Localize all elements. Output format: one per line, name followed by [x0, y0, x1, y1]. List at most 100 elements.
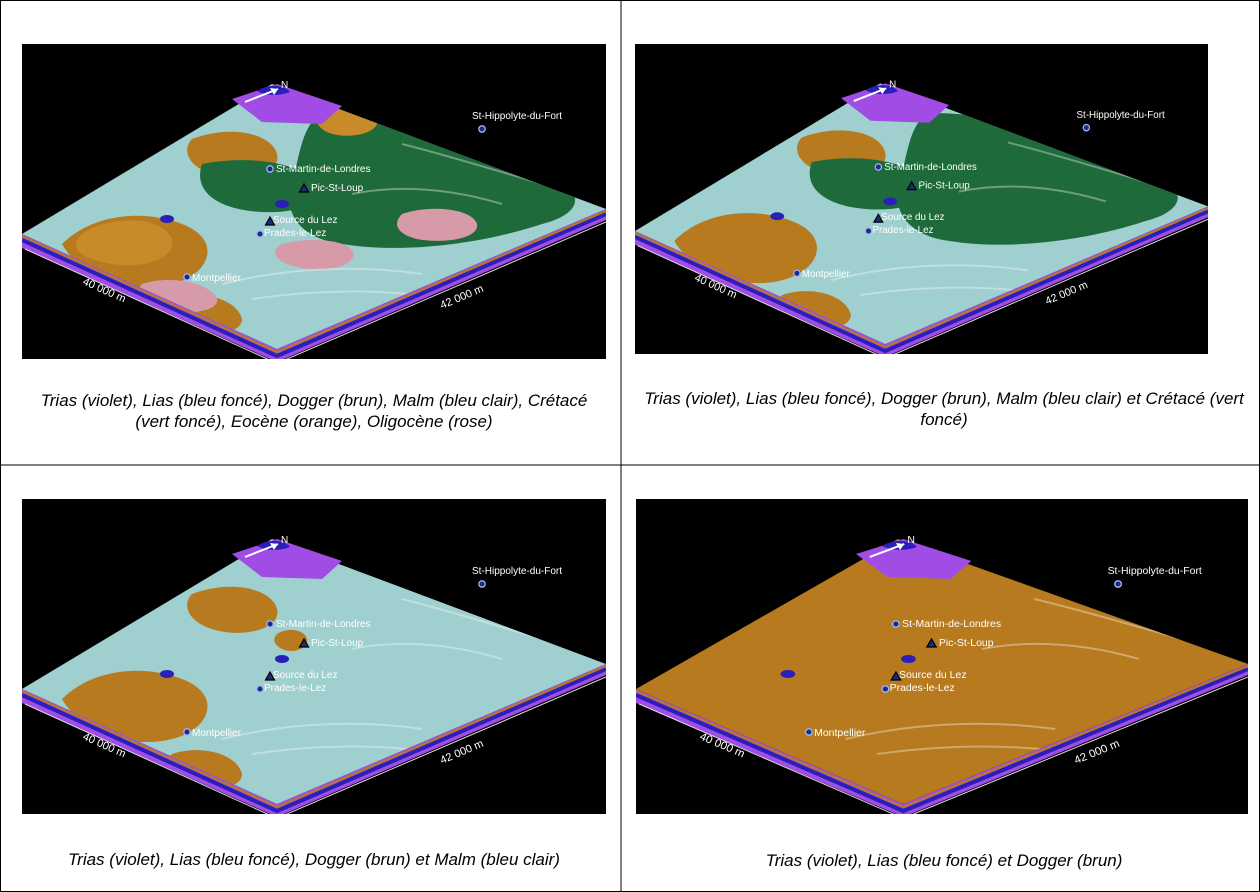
label-source-lez: Source du Lez — [273, 215, 338, 226]
relief-ridge — [401, 143, 543, 185]
lias-inlier — [883, 197, 897, 206]
place-marker-icon — [874, 163, 883, 171]
lias-inlier — [275, 655, 289, 663]
relief-ridge — [1033, 598, 1182, 640]
label-prades: Prades-le-Lez — [264, 228, 326, 239]
label-source-lez: Source du Lez — [899, 670, 967, 681]
block-diagram-4: N St-Hippolyte-du-Fort St-Martin-de-Londre… — [636, 535, 1248, 814]
relief-ridge — [830, 264, 1028, 282]
block-diagram-1: N St-Hippolyte-du-Fort St-Martin-de-Londre… — [22, 80, 606, 359]
cretace-outcrop — [200, 160, 324, 213]
place-marker-icon — [1082, 123, 1091, 132]
relief-ridge — [1007, 141, 1146, 183]
block-top-surface — [636, 539, 1248, 804]
trias-outcrop — [856, 539, 972, 579]
relief-ridge — [845, 722, 1056, 740]
scale-line-left — [24, 248, 269, 359]
lias-band — [635, 209, 1208, 354]
scale-line-left — [24, 703, 269, 814]
scale-line-right — [912, 676, 1248, 814]
summit-marker-icon — [906, 180, 918, 191]
summit-marker-icon — [298, 637, 310, 648]
label-st-martin: St-Martin-de-Londres — [884, 162, 977, 173]
dogger-band — [635, 207, 1208, 349]
lias-inlier — [275, 200, 289, 208]
lias-inlier — [160, 670, 174, 678]
label-montpellier: Montpellier — [814, 728, 866, 739]
scale-line-right — [285, 221, 606, 359]
place-marker-icon — [478, 125, 486, 133]
trias-outcrop — [841, 83, 949, 123]
relief-ridge — [351, 187, 503, 205]
caption-panel-1: Trias (violet), Lias (bleu foncé), Dogge… — [40, 391, 588, 431]
scale-line-right — [285, 676, 606, 814]
caption-panel-4: Trias (violet), Lias (bleu foncé) et Dog… — [765, 851, 1123, 870]
label-st-martin: St-Martin-de-Londres — [276, 164, 370, 175]
summit-marker-icon — [872, 213, 884, 223]
caption-panel-3: Trias (violet), Lias (bleu foncé), Dogge… — [68, 850, 560, 869]
place-marker-icon — [478, 580, 486, 588]
north-label: N — [281, 80, 288, 91]
trias-outcrop — [232, 84, 342, 124]
label-source-lez: Source du Lez — [881, 212, 944, 223]
map-panel-4: N St-Hippolyte-du-Fort St-Martin-de-Londre… — [636, 499, 1248, 814]
relief-ridge — [221, 722, 423, 740]
label-pic-st-loup: Pic-St-Loup — [939, 638, 994, 649]
summit-marker-icon — [890, 670, 902, 681]
lias-inlier — [780, 670, 796, 678]
dogger-band — [22, 665, 606, 809]
lias-inlier — [160, 215, 174, 223]
label-st-martin: St-Martin-de-Londres — [902, 619, 1001, 630]
label-prades: Prades-le-Lez — [872, 225, 933, 236]
place-marker-icon — [183, 728, 191, 736]
label-montpellier: Montpellier — [192, 273, 242, 284]
scale-line-right — [893, 218, 1208, 354]
label-prades: Prades-le-Lez — [890, 683, 955, 694]
relief-ridge — [981, 642, 1140, 660]
label-st-hippolyte: St-Hippolyte-du-Fort — [1077, 110, 1165, 121]
summit-marker-icon — [264, 215, 276, 226]
oligocene-outcrop — [275, 239, 354, 270]
cretace-outcrop — [897, 112, 1178, 245]
place-marker-icon — [256, 230, 264, 238]
label-st-martin: St-Martin-de-Londres — [276, 619, 370, 630]
place-marker-icon — [1114, 580, 1123, 588]
map-panel-1: N St-Hippolyte-du-Fort St-Martin-de-Londre… — [22, 44, 606, 359]
label-pic-st-loup: Pic-St-Loup — [919, 181, 971, 192]
lias-band — [22, 667, 606, 814]
place-marker-icon — [183, 273, 191, 281]
trias-outcrop — [232, 539, 342, 579]
dogger-band — [636, 665, 1248, 809]
label-st-hippolyte: St-Hippolyte-du-Fort — [1108, 566, 1202, 577]
label-montpellier: Montpellier — [802, 269, 851, 280]
place-marker-icon — [266, 620, 274, 628]
cretace-outcrop — [809, 158, 932, 210]
place-marker-icon — [793, 269, 801, 278]
summit-marker-icon — [264, 670, 276, 681]
relief-ridge — [221, 267, 423, 285]
north-label: N — [281, 535, 288, 546]
summit-marker-icon — [298, 182, 310, 193]
place-marker-icon — [864, 227, 873, 235]
relief-ridge — [351, 642, 503, 660]
place-marker-icon — [804, 728, 813, 736]
eocene-outcrop — [76, 220, 173, 266]
place-marker-icon — [266, 165, 274, 173]
lias-band — [636, 667, 1248, 814]
lias-inlier — [770, 212, 785, 221]
label-prades: Prades-le-Lez — [264, 683, 326, 694]
caption-panel-2: Trias (violet), Lias (bleu foncé), Dogge… — [644, 389, 1244, 429]
dogger-outcrop — [187, 586, 278, 633]
label-montpellier: Montpellier — [192, 728, 242, 739]
label-source-lez: Source du Lez — [273, 670, 338, 681]
place-marker-icon — [881, 685, 890, 693]
summit-marker-icon — [925, 637, 938, 648]
map-panel-3: N St-Hippolyte-du-Fort St-Martin-de-Londre… — [22, 499, 606, 814]
relief-ridge — [958, 185, 1107, 203]
lias-inlier — [901, 655, 916, 663]
place-marker-icon — [256, 685, 264, 693]
scale-line-left — [638, 703, 895, 814]
place-marker-icon — [891, 620, 900, 628]
lias-band — [22, 212, 606, 359]
dogger-band — [22, 210, 606, 354]
